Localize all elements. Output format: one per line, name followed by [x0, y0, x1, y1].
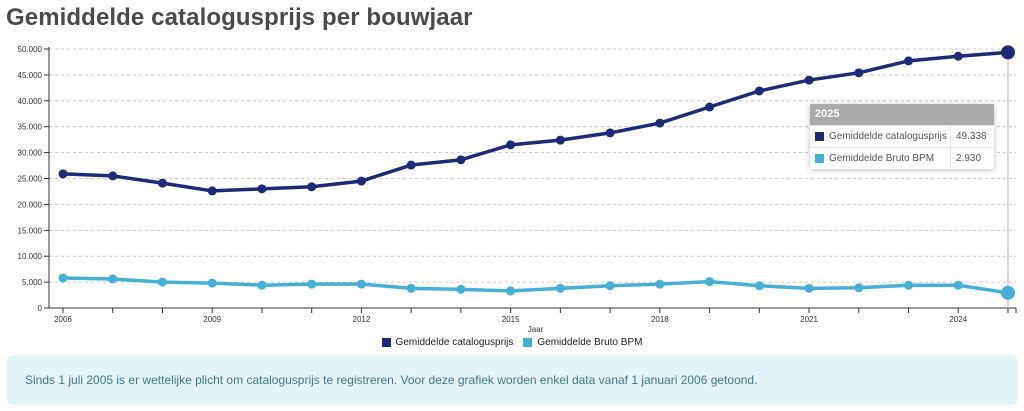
y-tick-label: 0: [38, 304, 43, 313]
data-point: [157, 277, 167, 287]
data-point: [207, 186, 217, 196]
y-tick-label: 20.000: [18, 200, 43, 209]
legend-item-catalogusprijs[interactable]: Gemiddelde catalogusprijs: [381, 337, 514, 348]
tooltip-swatch-0: [815, 132, 824, 141]
x-tick-label: 2021: [800, 315, 818, 324]
legend-swatch: [381, 338, 391, 347]
x-axis-title: Jaar: [528, 325, 544, 334]
tooltip-swatch-1: [815, 154, 824, 163]
data-point: [804, 283, 814, 293]
data-point: [605, 281, 615, 291]
data-point: [804, 75, 814, 85]
legend-label: Gemiddelde Bruto BPM: [537, 337, 643, 348]
data-point: [605, 128, 615, 138]
series-1: [58, 273, 1015, 300]
y-tick-label: 15.000: [18, 226, 43, 235]
tooltip: 2025 Gemiddelde catalogusprijs 49.338 Ge…: [810, 104, 994, 169]
data-point: [307, 279, 317, 289]
y-axis: 0 5.000 10.000 15.000 20.000 25.000 30.000 35.0…: [18, 45, 50, 313]
data-point: [356, 176, 366, 186]
series-0: [58, 45, 1015, 196]
y-tick-label: 40.000: [18, 97, 43, 106]
tooltip-year: 2025: [810, 104, 994, 125]
data-point: [655, 279, 665, 289]
data-point: [555, 283, 565, 293]
tooltip-row: Gemiddelde catalogusprijs 49.338: [810, 125, 994, 147]
data-point: [904, 280, 914, 290]
data-point: [1001, 285, 1015, 300]
x-tick-label: 2018: [651, 315, 669, 324]
y-tick-label: 5.000: [22, 278, 43, 287]
data-point: [406, 283, 416, 293]
series-line: [62, 276, 1009, 295]
data-point: [754, 281, 764, 291]
legend-swatch: [523, 338, 533, 347]
data-point: [456, 284, 466, 294]
page-title: Gemiddelde catalogusprijs per bouwjaar: [6, 4, 473, 31]
data-point: [108, 274, 118, 284]
y-tick-label: 50.000: [18, 45, 43, 54]
data-point: [655, 118, 665, 128]
data-point: [705, 102, 715, 112]
line-chart: 0 5.000 10.000 15.000 20.000 25.000 30.000 35.0…: [18, 45, 1017, 334]
data-point: [58, 273, 68, 283]
data-point: [257, 280, 267, 290]
data-point: [904, 56, 914, 66]
data-point: [58, 169, 68, 179]
x-tick-label: 2009: [203, 315, 221, 324]
tooltip-value: 2.930: [956, 153, 982, 164]
tooltip-value: 49.338: [956, 131, 987, 142]
legend-item-bruto-bpm[interactable]: Gemiddelde Bruto BPM: [523, 337, 642, 348]
data-point: [257, 184, 267, 194]
y-tick-label: 10.000: [18, 252, 43, 261]
data-point: [356, 279, 366, 289]
data-point: [108, 171, 118, 181]
data-point: [854, 68, 864, 78]
x-axis: 2006 2009 2012 2015 2018 2021 2024: [49, 307, 1017, 324]
data-point: [406, 160, 416, 170]
data-point: [854, 283, 864, 293]
y-tick-label: 35.000: [18, 123, 43, 132]
y-tick-label: 45.000: [18, 71, 43, 80]
series-group: [58, 45, 1015, 300]
x-tick-label: 2024: [949, 315, 967, 324]
x-tick-label: 2015: [502, 315, 520, 324]
y-tick-label: 25.000: [18, 175, 43, 184]
data-point: [705, 277, 715, 287]
legend: Gemiddelde catalogusprijs Gemiddelde Bru…: [0, 337, 1024, 348]
data-point: [506, 140, 516, 150]
data-point: [953, 280, 963, 290]
info-note: Sinds 1 juli 2005 is er wettelijke plich…: [7, 355, 1018, 405]
data-point: [953, 51, 963, 61]
y-tick-label: 30.000: [18, 149, 43, 158]
data-point: [506, 286, 516, 296]
tooltip-label: Gemiddelde Bruto BPM: [829, 153, 935, 164]
data-point: [456, 155, 466, 165]
data-point: [1001, 45, 1015, 60]
x-tick-label: 2006: [54, 315, 72, 324]
data-point: [207, 278, 217, 288]
tooltip-label: Gemiddelde catalogusprijs: [829, 131, 947, 142]
data-point: [157, 178, 167, 188]
x-tick-label: 2012: [353, 315, 371, 324]
tooltip-row: Gemiddelde Bruto BPM 2.930: [810, 147, 994, 169]
data-point: [555, 135, 565, 145]
data-point: [754, 86, 764, 96]
series-line: [62, 50, 1009, 193]
legend-label: Gemiddelde catalogusprijs: [395, 337, 514, 348]
data-point: [307, 182, 317, 192]
